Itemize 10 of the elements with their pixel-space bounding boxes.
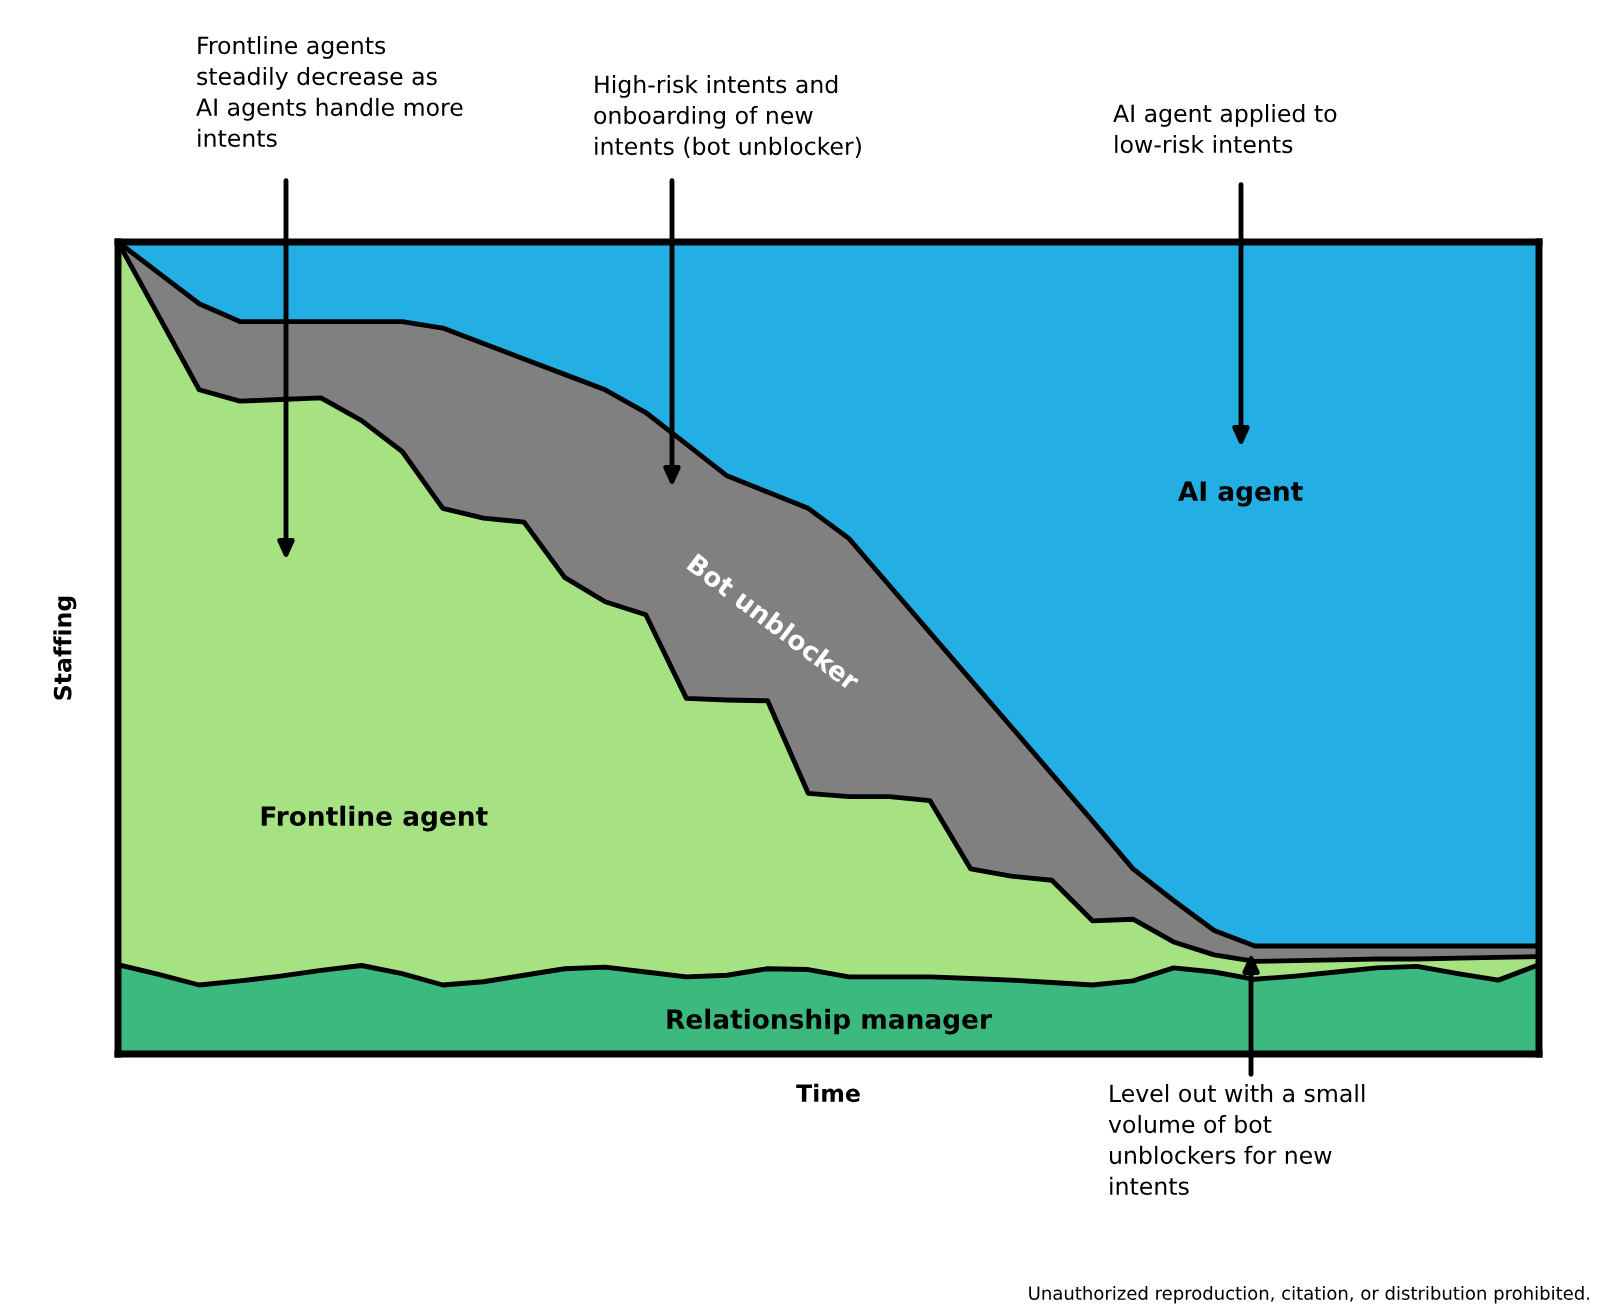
series-label: Frontline agent	[261, 805, 488, 832]
series-label: Relationship manager	[667, 1008, 992, 1035]
y-axis-title: Staffing	[53, 596, 77, 700]
text: Unauthorized reproduction, citation, or distribution prohibited.	[1029, 1286, 1590, 1304]
x-axis-title: Time	[796, 1083, 860, 1103]
text: High-risk intents and onboarding of new intents (bot unblocker)	[594, 75, 861, 158]
text: AI agent applied to low-risk intents	[1113, 104, 1337, 154]
text: Level out with a small volume of bot unblockers for new intents	[1108, 1084, 1365, 1196]
text: Frontline agents steadily decrease as AI agents handle more intents	[196, 36, 463, 148]
series-label: AI agent	[1178, 481, 1303, 507]
